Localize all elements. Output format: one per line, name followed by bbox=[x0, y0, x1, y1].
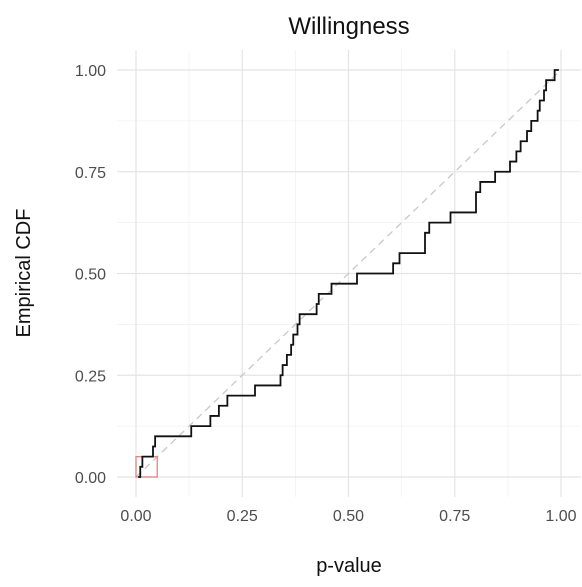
x-tick-label: 0.75 bbox=[439, 508, 470, 525]
x-tick-label: 0.25 bbox=[227, 508, 258, 525]
x-axis-label: p-value bbox=[316, 555, 382, 577]
y-tick-label: 0.00 bbox=[75, 470, 106, 487]
y-tick-label: 0.50 bbox=[75, 267, 106, 284]
x-tick-label: 1.00 bbox=[545, 508, 576, 525]
x-tick-label: 0.00 bbox=[120, 508, 151, 525]
y-tick-label: 0.25 bbox=[75, 368, 106, 385]
y-axis-label: Empirical CDF bbox=[13, 209, 35, 338]
y-tick-label: 0.75 bbox=[75, 165, 106, 182]
y-tick-label: 1.00 bbox=[75, 63, 106, 80]
chart-title: Willingness bbox=[288, 13, 409, 40]
x-tick-label: 0.50 bbox=[333, 508, 364, 525]
